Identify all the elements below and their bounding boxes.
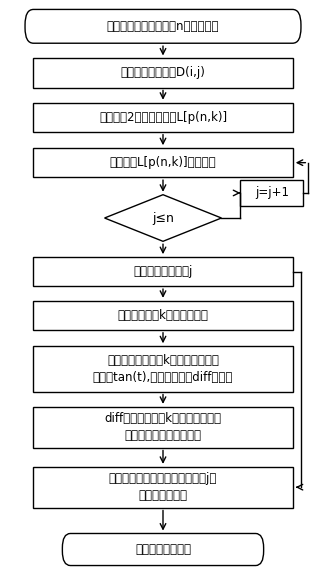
Bar: [33, 58, 293, 88]
Bar: [33, 407, 293, 447]
Polygon shape: [105, 194, 221, 241]
Text: 得到最终聚类结果: 得到最终聚类结果: [135, 543, 191, 556]
Text: 作误差函数随k变化的趋势图: 作误差函数随k变化的趋势图: [118, 309, 208, 322]
Text: j=j+1: j=j+1: [255, 186, 289, 200]
FancyBboxPatch shape: [25, 9, 301, 43]
Bar: [33, 346, 293, 392]
Text: 利用计算的误差递推函数与位置j得
到最佳聚类分割: 利用计算的误差递推函数与位置j得 到最佳聚类分割: [109, 472, 217, 502]
Bar: [33, 301, 293, 330]
Text: 记录所取的点位置j: 记录所取的点位置j: [133, 265, 193, 278]
Bar: [33, 103, 293, 132]
Text: 计算任意两个相邻k值所对应误差的
变化炇tan(t),斜率差值比值diff最大值: 计算任意两个相邻k值所对应误差的 变化炇tan(t),斜率差值比值diff最大值: [93, 354, 233, 384]
Text: diff最大值对应的k为最佳聚类个数
，折线图得到的最大拐点: diff最大值对应的k为最佳聚类个数 ，折线图得到的最大拐点: [105, 412, 221, 442]
Bar: [33, 257, 293, 286]
Text: 计算分为2类时误差函数L[p(n,k)]: 计算分为2类时误差函数L[p(n,k)]: [99, 111, 227, 124]
Bar: [33, 148, 293, 177]
FancyBboxPatch shape: [62, 534, 264, 565]
Bar: [240, 180, 304, 206]
Bar: [33, 467, 293, 507]
Text: 按固定时段将流量分为n个数据样本: 按固定时段将流量分为n个数据样本: [107, 20, 219, 33]
Text: j≤n: j≤n: [152, 211, 174, 224]
Text: 计算每一类的直径D(i,j): 计算每一类的直径D(i,j): [121, 67, 205, 79]
Text: 误差函数L[p(n,k)]递推计算: 误差函数L[p(n,k)]递推计算: [110, 156, 216, 169]
